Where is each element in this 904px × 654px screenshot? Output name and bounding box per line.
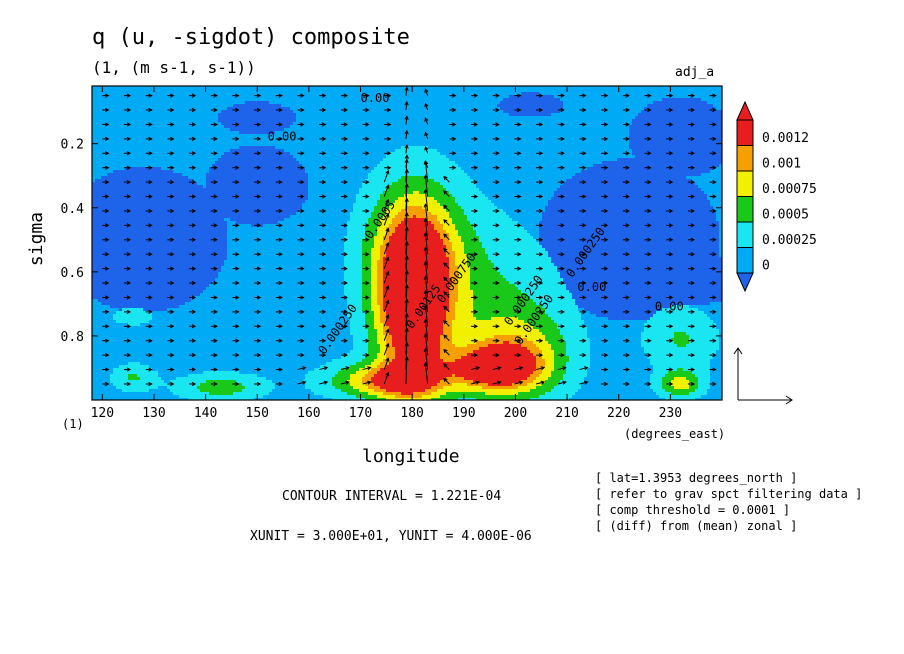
chart-title: q (u, -sigdot) composite [92, 27, 410, 49]
wind-vectors [102, 86, 717, 387]
contour-label: 0.00 [577, 280, 606, 294]
colorbar-bottom-triangle [736, 272, 754, 293]
contour-label: 0.00 [268, 129, 297, 143]
x-axis-title: longitude [362, 448, 460, 466]
x-tick-label: 150 [246, 406, 269, 421]
x-tick-label: 180 [400, 406, 423, 421]
contour-interval-text: CONTOUR INTERVAL = 1.221E-04 [282, 490, 501, 503]
panel-tag: adj_a [675, 66, 714, 79]
colorbar-segment [736, 247, 754, 274]
colorbar-segment [736, 221, 754, 248]
contour-label: 0.00 [655, 299, 684, 313]
colorbar-label: 0 [762, 259, 770, 274]
x-tick-label: 160 [297, 406, 320, 421]
vector-unit-text: XUNIT = 3.000E+01, YUNIT = 4.000E-06 [250, 530, 532, 543]
x-tick-label: 170 [349, 406, 372, 421]
x-tick-label: 140 [194, 406, 217, 421]
y-tick-label: 0.6 [61, 266, 84, 281]
x-tick-label: 130 [142, 406, 165, 421]
colorbar-segment [736, 170, 754, 197]
note-filtering: [ refer to grav spct filtering data ] [595, 488, 862, 500]
x-tick-label: 120 [91, 406, 114, 421]
contour-label: 0.00 [361, 91, 390, 105]
y-tick-label: 0.2 [61, 138, 84, 153]
y-tick-label: 0.4 [61, 202, 85, 217]
colorbar-label: 0.00075 [762, 182, 817, 197]
note-diff: [ (diff) from (mean) zonal ] [595, 520, 797, 532]
y-axis-title: sigma [26, 212, 47, 266]
colorbar: 0.0012 0.001 0.00075 0.0005 0.00025 0 [736, 100, 817, 293]
colorbar-segment [736, 119, 754, 146]
colorbar-label: 0.0005 [762, 208, 809, 223]
y-tick-label: 0.8 [61, 330, 84, 345]
x-tick-label: 230 [659, 406, 682, 421]
colorbar-segment [736, 145, 754, 172]
note-latitude: [ lat=1.3953 degrees_north ] [595, 472, 797, 484]
x-axis-unit: (degrees_east) [624, 428, 725, 440]
plot-frame [91, 85, 723, 401]
y-axis-unit: (1) [62, 418, 84, 430]
colorbar-segment [736, 196, 754, 223]
heatmap-field [92, 86, 722, 400]
x-tick-label: 190 [452, 406, 475, 421]
x-tick-label: 220 [607, 406, 630, 421]
chart-units: (1, (m s-1, s-1)) [92, 60, 256, 76]
reference-vector [733, 347, 793, 405]
colorbar-top-triangle [736, 100, 754, 121]
note-threshold: [ comp threshold = 0.0001 ] [595, 504, 790, 516]
x-tick-label: 200 [504, 406, 527, 421]
colorbar-label: 0.00025 [762, 233, 817, 248]
colorbar-label: 0.001 [762, 157, 801, 172]
x-tick-label: 210 [555, 406, 578, 421]
colorbar-label: 0.0012 [762, 131, 809, 146]
axes: 120 130 140 150 160 170 180 190 200 210 220 230 0.2 0… [61, 86, 722, 421]
